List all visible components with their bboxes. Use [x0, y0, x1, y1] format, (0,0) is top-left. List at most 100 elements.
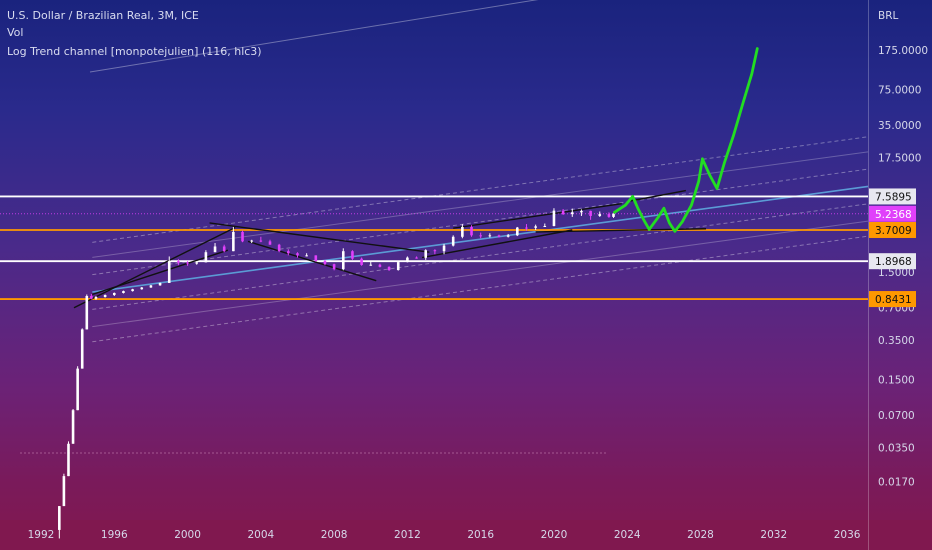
candle-body [561, 210, 565, 215]
candle-body [369, 264, 373, 266]
candle [140, 287, 144, 290]
candle-body [122, 291, 125, 293]
x-tick-label: 2000 [174, 529, 201, 541]
candle [62, 473, 66, 507]
x-tick-label: 2012 [394, 529, 421, 541]
candle [442, 243, 446, 255]
volume-legend[interactable]: Vol [7, 26, 24, 39]
channel-midline [92, 185, 869, 293]
candle [612, 213, 615, 218]
price-tag-box [869, 291, 916, 308]
price-tag-box [869, 253, 916, 270]
candle-body [222, 246, 226, 252]
currency-label: BRL [878, 10, 898, 22]
candle-body [351, 251, 354, 259]
price-tag-text: 0.8431 [875, 294, 912, 306]
candle-body [323, 261, 327, 265]
price-tag-box [869, 188, 916, 205]
candle [149, 284, 153, 288]
candle-body [62, 476, 66, 507]
candle [396, 261, 400, 271]
candle-body [396, 262, 400, 271]
candle [90, 293, 93, 300]
candle [232, 226, 235, 252]
candle [241, 230, 244, 243]
candle-body [80, 329, 84, 369]
price-tag-text: 1.8968 [875, 256, 912, 268]
candle [497, 234, 501, 238]
candle-body [241, 231, 244, 242]
candle [250, 239, 253, 244]
candle-body [598, 214, 602, 216]
x-tick-label: 2028 [687, 529, 714, 541]
y-tick-label: 35.0000 [878, 120, 921, 132]
candle-body [543, 226, 547, 228]
channel-upper-1 [92, 168, 869, 276]
candle [341, 248, 345, 271]
candle [268, 239, 272, 245]
candle [451, 235, 455, 247]
candle [433, 249, 437, 255]
candle [213, 243, 217, 253]
candle-body [488, 235, 492, 237]
candle [369, 261, 373, 266]
price-tag-text: 3.7009 [875, 225, 912, 237]
candle [305, 253, 308, 257]
candle-body [204, 252, 208, 263]
trendline-wedge-top [627, 189, 686, 203]
candle-body [607, 214, 611, 217]
candle [85, 294, 89, 330]
candle-body [158, 282, 162, 286]
candle-body [433, 250, 437, 252]
candle [80, 328, 84, 369]
candle-body [85, 296, 89, 330]
candle [415, 256, 418, 259]
candle [561, 209, 565, 216]
candle [479, 232, 482, 239]
channel-outer-upper [92, 136, 869, 243]
candle-body [516, 227, 519, 236]
candle-body [195, 262, 199, 264]
candle [470, 225, 473, 237]
channel-outer-lower [92, 235, 869, 343]
candle [488, 233, 492, 238]
candle-body [341, 251, 345, 270]
candle-body [612, 213, 615, 217]
candle [103, 294, 107, 298]
candle [323, 259, 327, 266]
symbol-title[interactable]: U.S. Dollar / Brazilian Real, 3M, ICE [7, 9, 199, 22]
y-tick-label: 0.0170 [878, 476, 915, 488]
candle-body [332, 264, 336, 270]
candle [543, 223, 547, 228]
candle [580, 209, 583, 216]
candle [296, 252, 299, 258]
candle-body [71, 410, 75, 444]
candle [506, 233, 510, 238]
candle [570, 208, 574, 217]
x-tick-label: 2036 [834, 529, 861, 541]
candle [360, 257, 363, 266]
candle-body [406, 257, 409, 263]
candle [76, 366, 79, 411]
x-tick-label: 2008 [321, 529, 348, 541]
candle-body [250, 240, 253, 242]
candle-body [525, 227, 528, 229]
y-tick-label: 0.0350 [878, 443, 915, 455]
candle-body [90, 296, 93, 299]
indicator-legend[interactable]: Log Trend channel [monpotejulien] (116, … [7, 45, 262, 58]
candle-body [287, 251, 290, 254]
x-tick-label: 2016 [467, 529, 494, 541]
price-level-tag: 5.2368 [869, 205, 916, 222]
candle-body [360, 258, 363, 265]
candle-body [479, 235, 482, 237]
candle [552, 208, 556, 227]
candle [607, 212, 611, 218]
candle [534, 224, 537, 230]
candle-body [314, 255, 318, 262]
y-tick-label: 175.0000 [878, 45, 928, 57]
candle [351, 250, 354, 260]
candle [259, 236, 263, 243]
trendline-rise-1 [73, 226, 236, 309]
